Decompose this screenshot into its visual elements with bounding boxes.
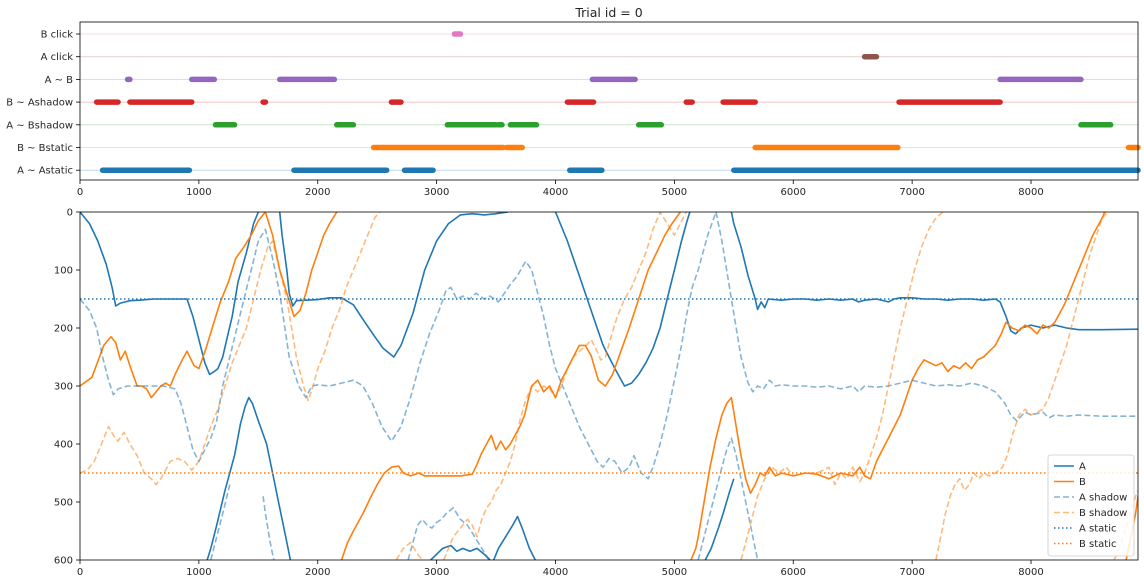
timeline-row-label-a-click: A click — [41, 52, 74, 63]
series-b-shadow-line-3 — [740, 212, 944, 560]
series-b-shadow-line-0 — [80, 212, 381, 486]
line-panel: 0 1000 2000 3000 4000 5000 6000 7000 8000 0 100 20… — [54, 208, 1139, 578]
timeline-xtick-label-4000: 4000 — [543, 187, 568, 198]
legend-label-a: A — [1079, 462, 1086, 473]
legend-box — [1047, 454, 1135, 557]
line-xtick-label-7000: 7000 — [899, 567, 924, 578]
timeline-row-label-a-astatic: A ~ Astatic — [17, 166, 73, 177]
line-xtick-label-5000: 5000 — [662, 567, 687, 578]
series-a-line-6 — [492, 515, 537, 560]
line-ytick-label-400: 400 — [54, 440, 73, 451]
legend: AB A shadow B shadow A static B static — [1047, 454, 1135, 557]
line-ytick-label-100: 100 — [54, 266, 73, 277]
timeline-xtick-label-5000: 5000 — [662, 187, 687, 198]
legend-label-a-shadow: A shadow — [1079, 493, 1127, 504]
series-a-line-2 — [554, 212, 691, 387]
legend-label-b-shadow: B shadow — [1079, 508, 1127, 519]
line-xtick-label-1000: 1000 — [186, 567, 211, 578]
series-b-shadow-line-2 — [443, 212, 688, 560]
timeline-row-label-b-ashadow: B ~ Ashadow — [6, 98, 73, 109]
line-frame — [79, 211, 1139, 561]
line-xtick-label-4000: 4000 — [543, 567, 568, 578]
line-xtick-label-6000: 6000 — [781, 567, 806, 578]
series-b-line-2 — [690, 212, 1106, 560]
line-ytick-label-200: 200 — [54, 324, 73, 335]
line-xtick-label-0: 0 — [77, 567, 83, 578]
series-b-line-0 — [80, 212, 338, 399]
legend-label-b: B — [1079, 477, 1086, 488]
series-a-line-0 — [80, 212, 260, 376]
timeline-panel: Trial id = 0 B click A click A ~ B B ~ Asha… — [6, 5, 1141, 198]
series-a-shadow-line-3 — [407, 507, 490, 560]
line-ytick-label-500: 500 — [54, 498, 73, 509]
series-b-shadow-line-1 — [395, 541, 424, 560]
legend-label-a-static: A static — [1079, 524, 1116, 535]
timeline-row-label-a-bshadow: A ~ Bshadow — [6, 120, 73, 131]
timeline-xtick-label-0: 0 — [77, 187, 83, 198]
timeline-row-label-b-bstatic: B ~ Bstatic — [17, 143, 73, 154]
timeline-row-label-b-click: B click — [41, 30, 74, 41]
timeline-xtick-label-1000: 1000 — [186, 187, 211, 198]
line-xtick-label-2000: 2000 — [305, 567, 330, 578]
timeline-row-labels: B click A click A ~ B B ~ Ashadow A ~ Bshado… — [6, 30, 80, 177]
line-series-group — [80, 212, 1138, 560]
timeline-xtick-label-8000: 8000 — [1018, 187, 1043, 198]
line-ytick-label-600: 600 — [54, 556, 73, 567]
series-a-line-7 — [704, 478, 735, 560]
series-b-line-1 — [340, 212, 681, 560]
series-a-line-1 — [278, 212, 509, 358]
timeline-segments — [93, 31, 1141, 173]
timeline-xtick-label-7000: 7000 — [899, 187, 924, 198]
timeline-xtick-label-2000: 2000 — [305, 187, 330, 198]
timeline-xtick-label-3000: 3000 — [424, 187, 449, 198]
legend-label-b-static: B static — [1079, 539, 1117, 550]
line-ytick-label-0: 0 — [67, 208, 73, 219]
line-xtick-label-3000: 3000 — [424, 567, 449, 578]
series-b-shadow-line-4 — [935, 212, 1109, 560]
timeline-xtick-label-6000: 6000 — [781, 187, 806, 198]
series-a-shadow-line-1 — [210, 484, 231, 560]
series-a-line-4 — [206, 396, 292, 560]
series-a-line-5 — [430, 544, 491, 560]
line-y-ticks: 0 100 200 300 400 500 600 — [54, 208, 80, 567]
timeline-title: Trial id = 0 — [574, 5, 642, 20]
series-a-shadow-line-4 — [697, 437, 759, 560]
timeline-x-ticks: 0 1000 2000 3000 4000 5000 6000 7000 8000 — [77, 180, 1044, 198]
line-x-ticks: 0 1000 2000 3000 4000 5000 6000 7000 8000 — [77, 560, 1044, 578]
series-a-shadow-line-2 — [262, 496, 275, 560]
timeline-row-label-a-b: A ~ B — [45, 75, 74, 86]
line-ytick-label-300: 300 — [54, 382, 73, 393]
timeline-frame — [79, 21, 1139, 181]
line-xtick-label-8000: 8000 — [1018, 567, 1043, 578]
